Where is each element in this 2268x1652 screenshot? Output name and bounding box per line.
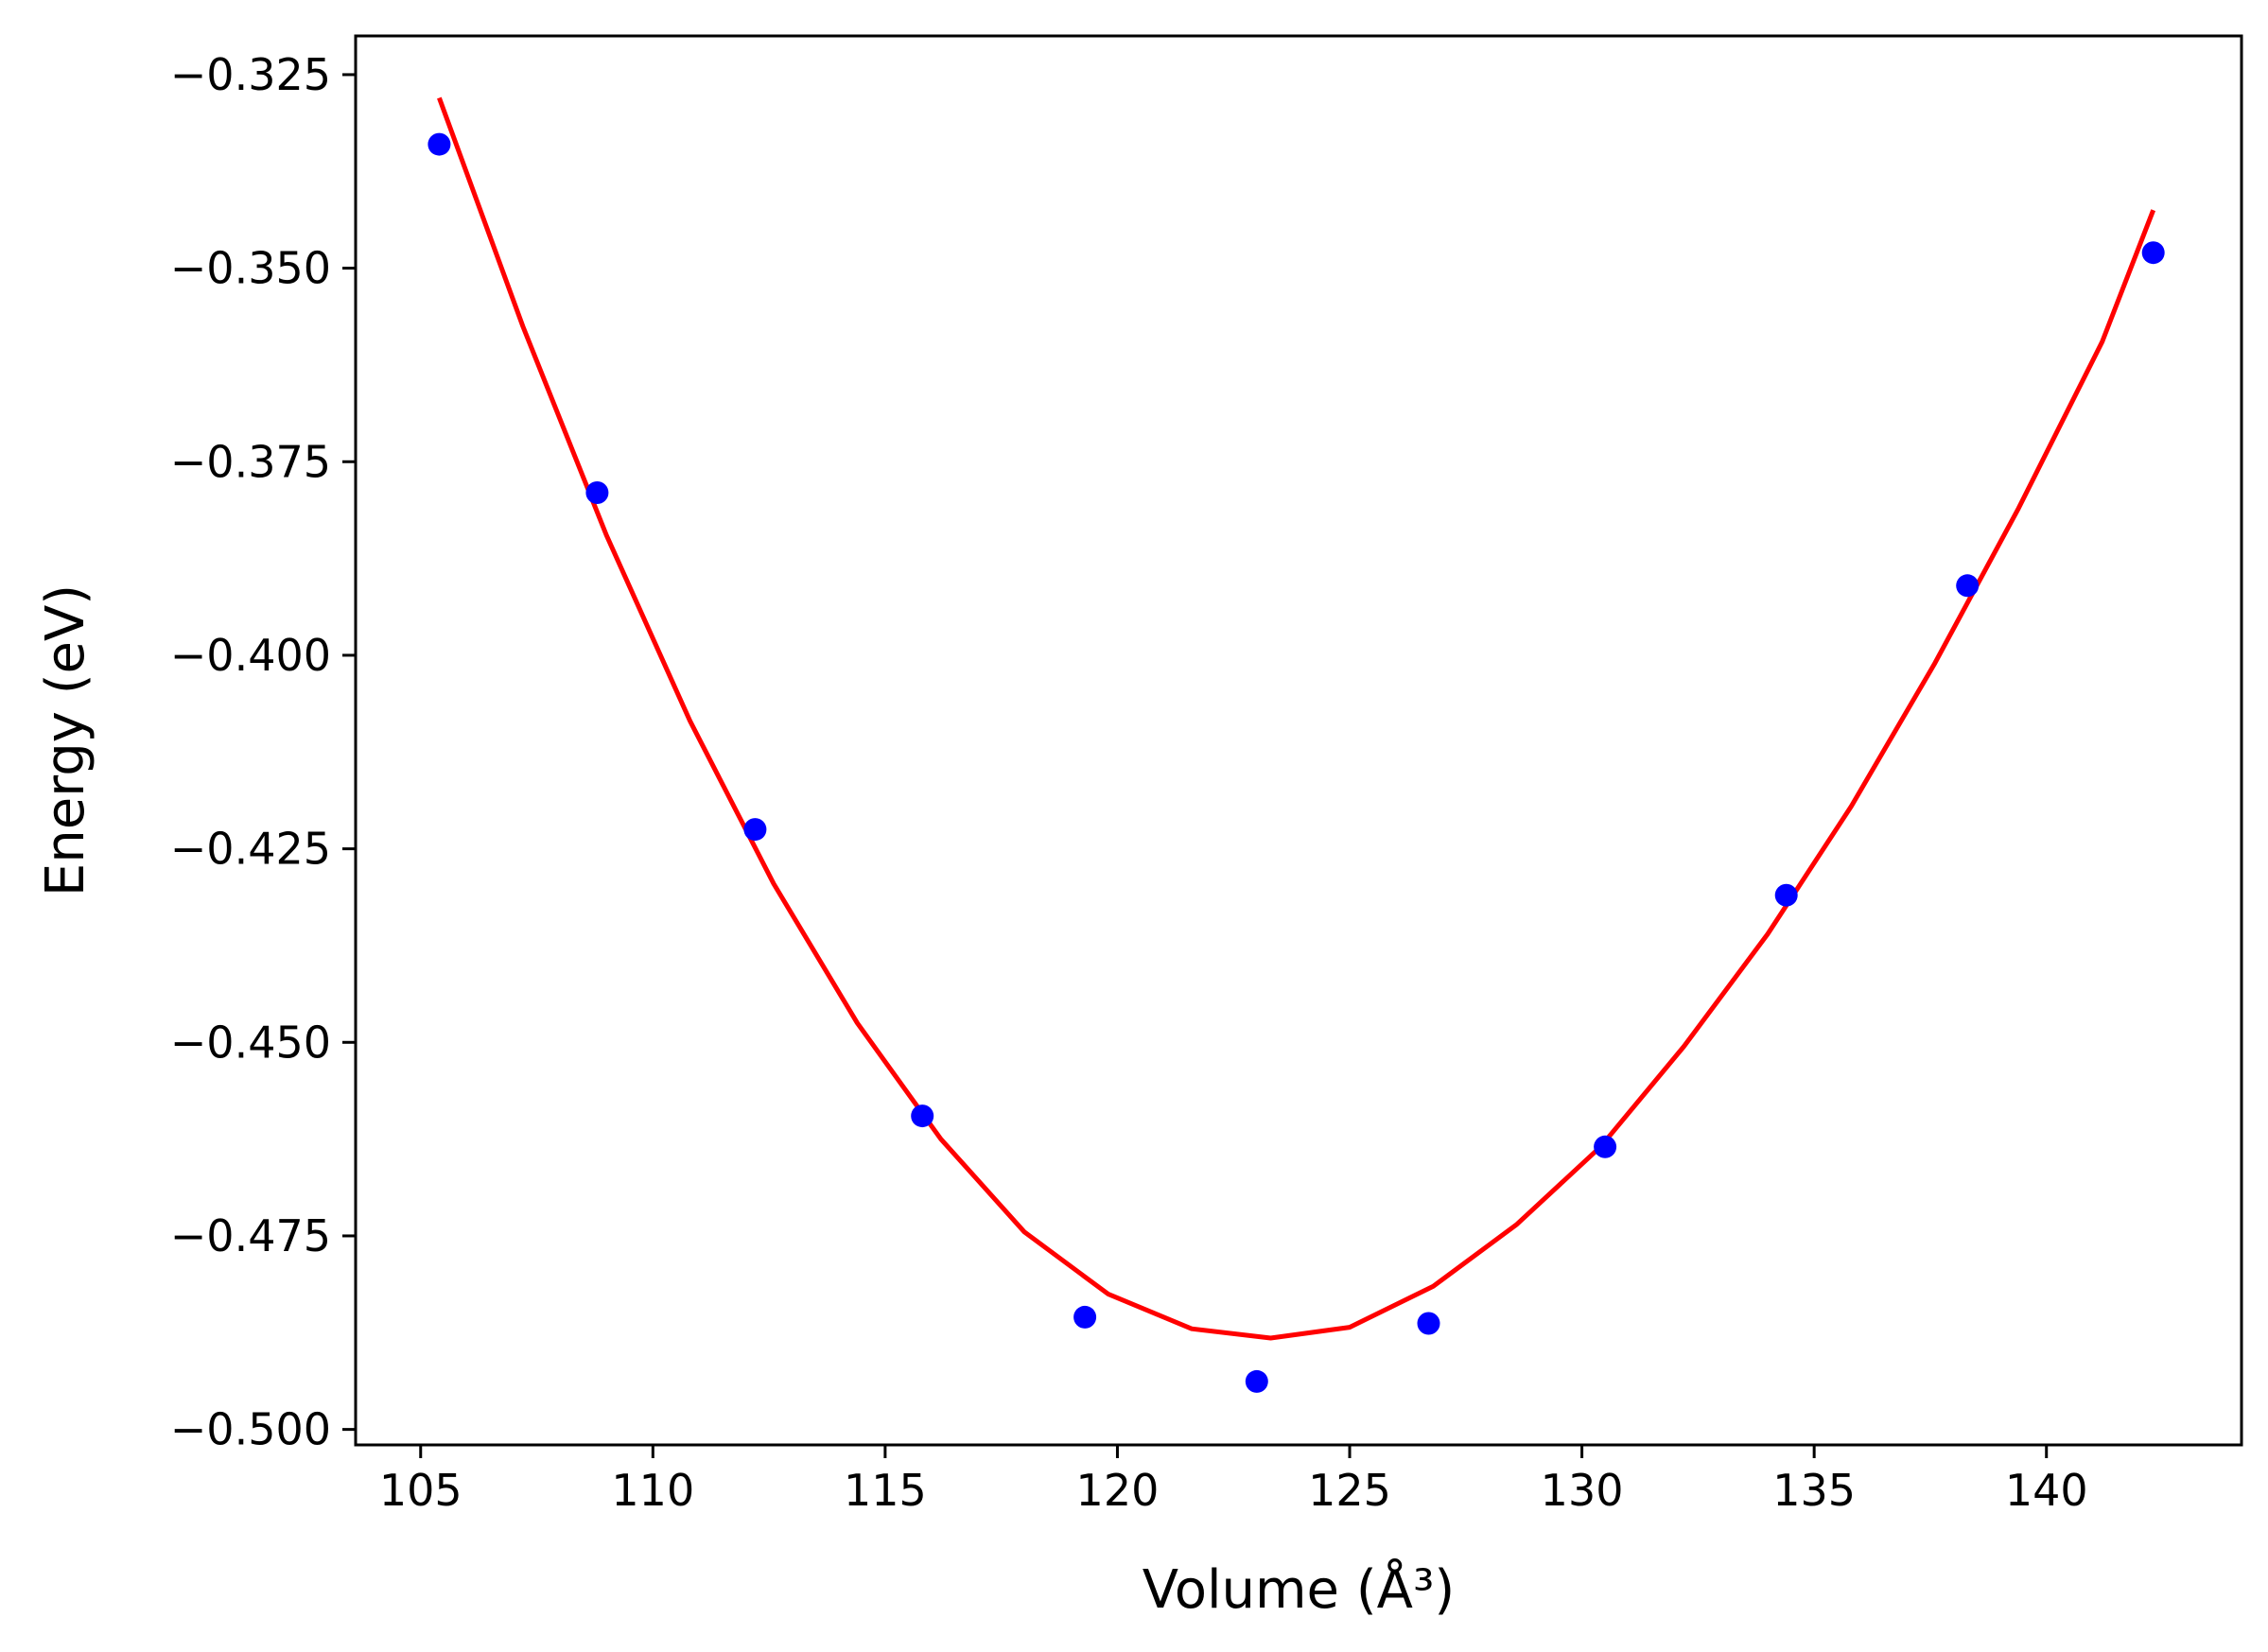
y-tick-label: −0.425 — [170, 824, 331, 875]
data-point — [911, 1104, 934, 1128]
data-point — [743, 818, 767, 842]
y-tick-label: −0.475 — [170, 1210, 331, 1261]
x-axis-label: Volume (Å³) — [1143, 1558, 1456, 1621]
y-axis-label: Energy (eV) — [35, 584, 96, 896]
x-tick-label: 120 — [1076, 1465, 1160, 1516]
x-tick-label: 125 — [1308, 1465, 1391, 1516]
y-tick-label: −0.500 — [170, 1404, 331, 1455]
data-point — [2141, 241, 2165, 265]
data-point — [1594, 1135, 1617, 1158]
data-point — [1245, 1369, 1268, 1393]
y-tick-label: −0.400 — [170, 630, 331, 681]
x-tick-label: 140 — [2005, 1465, 2088, 1516]
y-tick-label: −0.325 — [170, 49, 331, 100]
data-point — [427, 132, 451, 156]
y-tick-label: −0.375 — [170, 436, 331, 487]
data-point — [585, 481, 609, 504]
x-tick-label: 105 — [379, 1465, 462, 1516]
data-point — [1417, 1312, 1440, 1335]
plot-content — [427, 96, 2165, 1393]
plot-frame — [354, 34, 2243, 1447]
y-tick-label: −0.350 — [170, 243, 331, 294]
data-point — [1073, 1305, 1097, 1329]
y-tick-label: −0.450 — [170, 1017, 331, 1068]
x-tick-label: 110 — [611, 1465, 694, 1516]
x-tick-label: 115 — [844, 1465, 927, 1516]
fit-curve-line — [437, 96, 2156, 1341]
data-point — [1774, 883, 1798, 907]
y-axis: −0.325 −0.350 −0.375 −0.400 −0.425 −0.450 −0.4… — [170, 49, 356, 1455]
x-tick-label: 135 — [1772, 1465, 1856, 1516]
x-axis: 105 110 115 120 125 130 135 140 — [379, 1445, 2088, 1516]
data-point — [1956, 574, 1980, 598]
x-tick-label: 130 — [1541, 1465, 1624, 1516]
